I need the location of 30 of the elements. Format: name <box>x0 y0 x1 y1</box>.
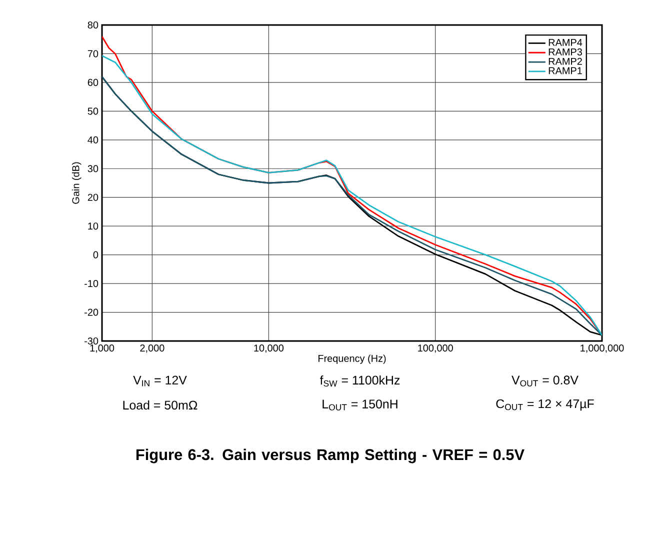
text: V$_{OUT}$ = 0.8V <box>512 376 578 386</box>
y-tick-label: 10 <box>88 222 98 230</box>
legend-label: RAMP1 <box>548 67 582 74</box>
legend-label: RAMP3 <box>548 48 582 56</box>
x-tick-label: 100,000 <box>418 344 453 353</box>
y-tick-label: 20 <box>88 194 98 201</box>
legend-label: RAMP2 <box>548 58 582 65</box>
y-tick-label: 80 <box>88 21 98 29</box>
x-tick-label: 1,000,000 <box>580 344 624 353</box>
text: L$_{OUT}$ = 150nH <box>322 400 398 410</box>
y-tick-label: 60 <box>88 78 98 86</box>
text: Load = 50mΩ <box>123 400 198 410</box>
text: f$_{SW}$ = 1100kHz <box>320 375 400 387</box>
y-axis-title: Gain (dB) <box>72 162 82 204</box>
x-tick-label: 1,000 <box>90 344 114 353</box>
legend-label: RAMP4 <box>548 39 582 46</box>
y-tick-label: -10 <box>84 280 98 288</box>
text: C$_{OUT}$ = 12 × 47µF <box>496 399 594 411</box>
x-tick-label: 10,000 <box>254 344 284 353</box>
y-tick-label: -30 <box>84 337 98 345</box>
x-tick-label: 2,000 <box>140 344 164 353</box>
y-tick-label: 70 <box>88 50 98 58</box>
y-tick-label: -20 <box>84 308 98 316</box>
y-tick-label: 50 <box>88 108 98 115</box>
text: V$_{IN}$ = 12V <box>133 376 187 386</box>
y-tick-label: 0 <box>93 251 98 258</box>
y-tick-label: 40 <box>88 136 98 144</box>
text: Figure 6-3. Gain versus Ramp Setting - VREF = 0.5V <box>136 448 524 464</box>
x-axis-title: Frequency (Hz) <box>318 354 386 364</box>
y-tick-label: 30 <box>88 165 98 172</box>
